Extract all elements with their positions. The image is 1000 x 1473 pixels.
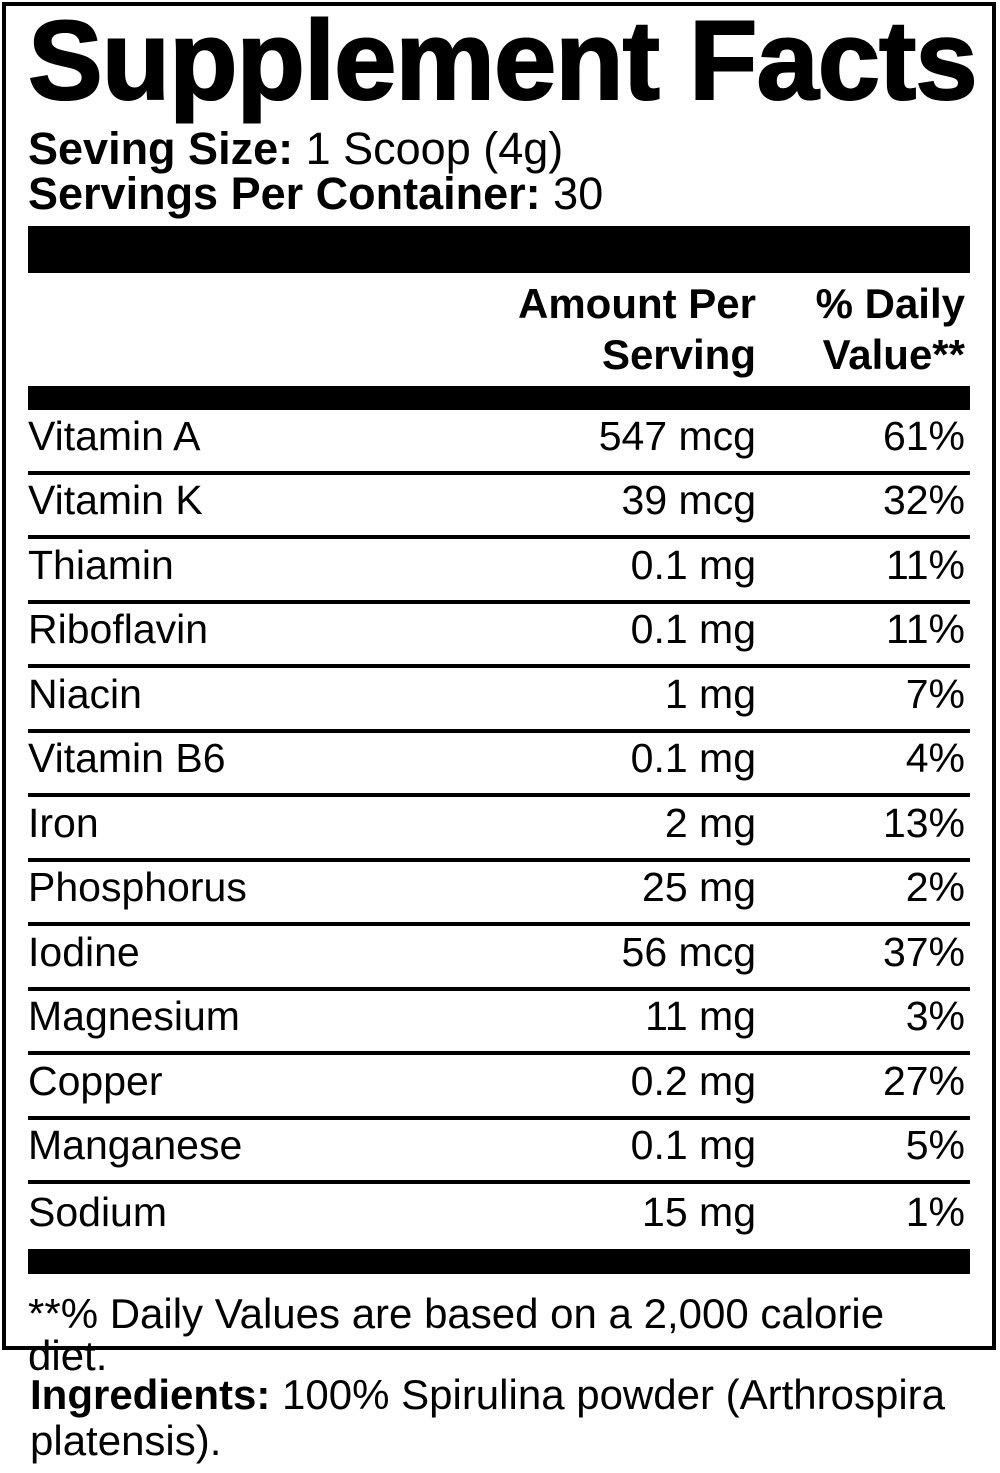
header-daily-value: % Daily Value**	[756, 278, 970, 380]
nutrient-amount: 0.1 mg	[630, 1122, 756, 1169]
servings-per-container-value: 30	[553, 168, 604, 219]
serving-info: Seving Size: 1 Scoop (4g) Servings Per C…	[28, 126, 970, 216]
nutrient-dv: 27%	[882, 1057, 965, 1104]
nutrient-table: Vitamin A 547 mcg 61% Vitamin K 39 mcg 32% Thi…	[28, 410, 970, 1249]
nutrient-row: Copper 0.2 mg 27%	[28, 1055, 970, 1120]
serving-size-line: Seving Size: 1 Scoop (4g)	[28, 126, 970, 171]
nutrient-amount: 1 mg	[664, 670, 756, 717]
nutrient-row: Magnesium 11 mg 3%	[28, 991, 970, 1055]
nutrient-row: Phosphorus 25 mg 2%	[28, 862, 970, 926]
nutrient-name: Thiamin	[28, 541, 174, 588]
panel-title: Supplement Facts	[27, 0, 979, 123]
ingredients-section: Ingredients: 100% Spirulina powder (Arth…	[30, 1372, 960, 1464]
nutrient-amount: 56 mcg	[621, 928, 756, 975]
nutrient-name: Vitamin B6	[28, 735, 226, 782]
ingredients-label: Ingredients:	[30, 1371, 271, 1418]
header-dv-line2: Value**	[822, 331, 965, 378]
separator-bar-bottom	[28, 1248, 970, 1274]
separator-bar-medium	[28, 386, 970, 410]
nutrient-name: Riboflavin	[28, 606, 209, 653]
nutrient-dv: 3%	[905, 993, 965, 1040]
nutrient-row: Vitamin K 39 mcg 32%	[28, 475, 970, 539]
nutrient-dv: 32%	[882, 477, 965, 524]
nutrient-amount: 25 mg	[642, 864, 756, 911]
nutrient-amount: 39 mcg	[621, 477, 756, 524]
nutrient-row: Manganese 0.1 mg 5%	[28, 1120, 970, 1184]
nutrient-amount: 0.1 mg	[630, 541, 756, 588]
nutrient-row: Iron 2 mg 13%	[28, 797, 970, 862]
nutrient-name: Iodine	[28, 928, 140, 975]
header-amount-line2: Serving	[601, 331, 756, 378]
nutrient-amount: 547 mcg	[598, 412, 756, 459]
nutrient-dv: 7%	[905, 670, 965, 717]
serving-size-value: 1 Scoop (4g)	[305, 123, 564, 174]
nutrient-row: Thiamin 0.1 mg 11%	[28, 539, 970, 604]
nutrient-row: Niacin 1 mg 7%	[28, 668, 970, 733]
nutrient-amount: 2 mg	[664, 799, 756, 846]
nutrient-name: Vitamin A	[28, 412, 201, 459]
nutrient-dv: 37%	[882, 928, 965, 975]
nutrient-row: Iodine 56 mcg 37%	[28, 926, 970, 991]
header-amount-line1: Amount Per	[517, 280, 756, 327]
nutrient-row: Vitamin A 547 mcg 61%	[28, 410, 970, 475]
nutrient-dv: 5%	[905, 1122, 965, 1169]
daily-value-footnote: **% Daily Values are based on a 2,000 ca…	[28, 1289, 885, 1379]
header-spacer	[28, 278, 456, 380]
nutrient-name: Iron	[28, 799, 99, 846]
nutrient-dv: 11%	[885, 606, 965, 653]
nutrient-amount: 11 mg	[645, 993, 756, 1040]
nutrient-name: Sodium	[28, 1188, 168, 1235]
serving-size-label: Seving Size:	[28, 123, 294, 174]
nutrient-name: Phosphorus	[28, 864, 247, 911]
nutrient-row: Sodium 15 mg 1%	[28, 1184, 970, 1249]
table-header: Amount Per Serving % Daily Value**	[28, 278, 970, 380]
nutrient-dv: 13%	[882, 799, 965, 846]
header-amount-per-serving: Amount Per Serving	[456, 278, 756, 380]
nutrient-row: Vitamin B6 0.1 mg 4%	[28, 733, 970, 797]
nutrient-dv: 1%	[905, 1188, 965, 1235]
nutrient-row: Riboflavin 0.1 mg 11%	[28, 604, 970, 668]
nutrient-dv: 11%	[885, 541, 965, 588]
nutrient-name: Vitamin K	[28, 477, 203, 524]
nutrient-dv: 61%	[882, 412, 965, 459]
nutrient-name: Manganese	[28, 1122, 243, 1169]
nutrient-amount: 15 mg	[642, 1188, 756, 1235]
nutrient-name: Magnesium	[28, 993, 240, 1040]
nutrient-dv: 4%	[905, 735, 965, 782]
separator-bar-thick	[28, 226, 970, 273]
supplement-facts-panel: Supplement Facts Seving Size: 1 Scoop (4…	[2, 0, 996, 1376]
servings-per-container-line: Servings Per Container: 30	[28, 171, 970, 216]
nutrient-amount: 0.1 mg	[630, 606, 756, 653]
servings-per-container-label: Servings Per Container:	[28, 168, 541, 219]
header-dv-line1: % Daily	[815, 280, 965, 327]
nutrient-dv: 2%	[905, 864, 965, 911]
nutrient-name: Copper	[28, 1057, 163, 1104]
nutrient-amount: 0.1 mg	[630, 735, 756, 782]
ingredients-value: 100% Spirulina powder (Arthrospira plate…	[30, 1371, 946, 1464]
nutrient-name: Niacin	[28, 670, 142, 717]
nutrient-amount: 0.2 mg	[630, 1057, 756, 1104]
